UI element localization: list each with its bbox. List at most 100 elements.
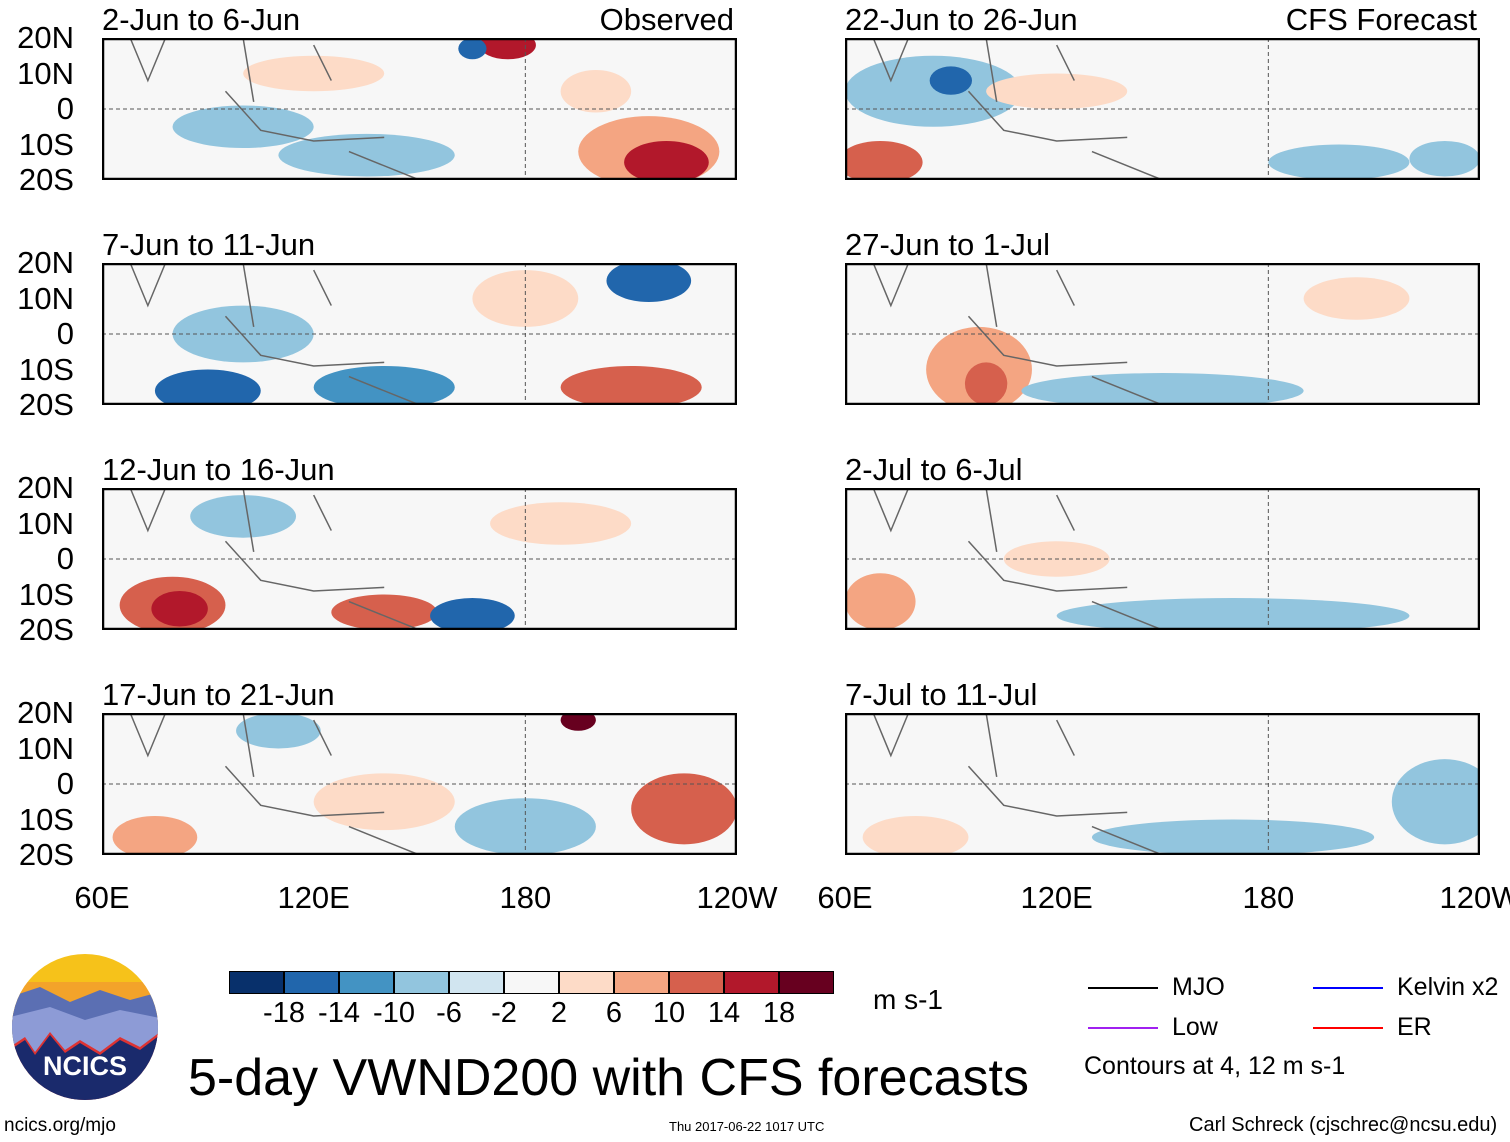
panel-frame — [845, 713, 1480, 855]
anomaly-region — [1268, 144, 1410, 180]
anomaly-region — [964, 362, 1008, 405]
anomaly-region — [112, 815, 198, 855]
anomaly-region — [278, 133, 455, 177]
panel-frame — [845, 38, 1480, 180]
map-panel — [102, 38, 737, 180]
anomaly-region — [313, 773, 455, 831]
anomaly-region — [313, 365, 455, 405]
panel-frame — [845, 488, 1480, 630]
anomaly-region — [331, 594, 438, 630]
lat-label: 20N — [17, 695, 74, 730]
map-panel — [845, 713, 1480, 855]
coastline — [129, 263, 420, 405]
anomaly-region — [458, 38, 487, 60]
panel-frame — [102, 713, 737, 855]
lat-label: 20S — [18, 612, 74, 647]
lat-label: 10S — [18, 801, 74, 837]
timestamp: Thu 2017-06-22 1017 UTC — [669, 1119, 825, 1134]
lat-label: 20S — [18, 387, 74, 422]
lon-label: 120W — [696, 880, 778, 915]
panel-frame — [102, 263, 737, 405]
colorbar-swatch — [724, 971, 779, 994]
anomaly-region — [154, 369, 261, 405]
colorbar-tick: -14 — [318, 997, 360, 1029]
legend-label: Kelvin x2 — [1397, 973, 1499, 1001]
anomaly-region — [845, 573, 916, 630]
lon-label: 180 — [499, 880, 552, 915]
lon-label: 120E — [277, 880, 350, 915]
anomaly-region — [190, 495, 297, 538]
coastline — [129, 488, 420, 630]
map-panel — [102, 713, 737, 855]
panel-title: 22-Jun to 26-Jun — [845, 2, 1078, 37]
colorbar-swatch — [614, 971, 669, 994]
panel-title: 2-Jun to 6-Jun — [102, 2, 301, 37]
coastline — [872, 38, 1163, 180]
coastline — [872, 488, 1163, 630]
lat-label: 10N — [17, 280, 74, 316]
colorbar-tick: 10 — [652, 997, 686, 1029]
coastline — [129, 38, 420, 180]
colorbar-swatch — [229, 971, 284, 994]
map-panel — [845, 488, 1480, 630]
lat-label: 10N — [17, 505, 74, 541]
legend-label: MJO — [1172, 973, 1225, 1001]
anomaly-region — [631, 773, 737, 845]
anomaly-region — [1091, 819, 1375, 855]
figure-title: 5-day VWND200 with CFS forecasts — [188, 1049, 1029, 1107]
coastline — [129, 713, 420, 855]
lat-label: 20N — [17, 20, 74, 55]
anomaly-region — [986, 73, 1128, 109]
colorbar-swatch — [449, 971, 504, 994]
panel-title: 7-Jun to 11-Jun — [102, 227, 316, 262]
contour-note: Contours at 4, 12 m s-1 — [1084, 1052, 1346, 1080]
anomaly-region — [929, 66, 972, 95]
lat-label: 20N — [17, 245, 74, 280]
panel-frame — [102, 488, 737, 630]
map-panel — [845, 38, 1480, 180]
lat-label: 20N — [17, 470, 74, 505]
colorbar-tick: 6 — [605, 997, 623, 1029]
lat-label: 0 — [56, 541, 74, 576]
colorbar-swatch — [394, 971, 449, 994]
colorbar-swatch — [284, 971, 339, 994]
lat-label: 10S — [18, 351, 74, 387]
panel-tag: Observed — [599, 2, 734, 37]
panel-title: 2-Jul to 6-Jul — [845, 452, 1023, 487]
panel-tag: CFS Forecast — [1285, 2, 1477, 37]
anomaly-region — [151, 590, 208, 627]
colorbar-tick: 2 — [550, 997, 568, 1029]
anomaly-region — [560, 713, 596, 731]
lat-label: 10N — [17, 730, 74, 766]
panel-title: 7-Jul to 11-Jul — [845, 677, 1038, 712]
anomaly-region — [606, 263, 692, 303]
url-text[interactable]: ncics.org/mjo — [4, 1115, 116, 1136]
colorbar-swatch — [779, 971, 834, 994]
panel-title: 17-Jun to 21-Jun — [102, 677, 335, 712]
lat-label: 20S — [18, 837, 74, 872]
colorbar-swatch — [559, 971, 614, 994]
anomaly-region — [560, 365, 702, 405]
lat-label: 0 — [56, 91, 74, 126]
legend-line — [1088, 987, 1158, 989]
lat-label: 10S — [18, 126, 74, 162]
panel-frame — [102, 38, 737, 180]
colorbar-tick: 18 — [762, 997, 796, 1029]
anomaly-region — [490, 502, 632, 545]
panel-title: 27-Jun to 1-Jul — [845, 227, 1051, 262]
anomaly-region — [560, 69, 632, 113]
lat-label: 10S — [18, 576, 74, 612]
legend-label: ER — [1397, 1013, 1432, 1041]
colorbar-tick: -18 — [263, 997, 305, 1029]
anomaly-region — [1056, 598, 1410, 630]
anomaly-region — [479, 38, 536, 60]
map-panel — [845, 263, 1480, 405]
lon-label: 120W — [1439, 880, 1510, 915]
map-panel — [102, 263, 737, 405]
lat-label: 20S — [18, 162, 74, 197]
units-label: m s-1 — [873, 984, 943, 1015]
anomaly-region — [845, 140, 923, 180]
anomaly-region — [1303, 277, 1410, 320]
lat-label: 0 — [56, 766, 74, 801]
